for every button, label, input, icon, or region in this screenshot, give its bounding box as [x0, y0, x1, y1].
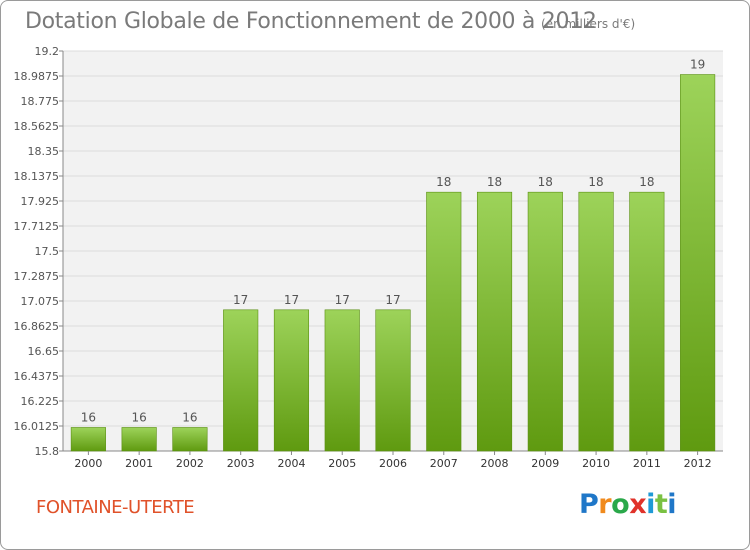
- data-label-2010: 18: [588, 175, 603, 189]
- bar-2012: [680, 74, 716, 452]
- bar-2002: [172, 427, 208, 452]
- y-tick-label: 17.925: [21, 195, 60, 208]
- logo-letter: o: [611, 489, 630, 520]
- y-tick-label: 15.8: [35, 445, 60, 458]
- y-tick-label: 16.65: [28, 345, 60, 358]
- logo-letter: x: [629, 489, 647, 520]
- data-label-2006: 17: [385, 293, 400, 307]
- x-tick-label-2011: 2011: [633, 457, 661, 470]
- bar-2005: [324, 309, 360, 452]
- data-label-2002: 16: [182, 410, 197, 424]
- y-tick-label: 16.4375: [14, 370, 60, 383]
- y-tick-label: 17.5: [35, 245, 60, 258]
- logo-letter: i: [646, 489, 655, 520]
- x-tick-label-2009: 2009: [531, 457, 559, 470]
- y-tick-label: 17.2875: [14, 270, 60, 283]
- x-tick-label-2000: 2000: [74, 457, 102, 470]
- data-label-2003: 17: [233, 293, 248, 307]
- x-tick-label-2005: 2005: [328, 457, 356, 470]
- x-tick-label-2004: 2004: [277, 457, 305, 470]
- y-tick-label: 17.075: [21, 295, 60, 308]
- data-label-2009: 18: [538, 175, 553, 189]
- data-label-2007: 18: [436, 175, 451, 189]
- bar-2007: [426, 191, 462, 452]
- chart-title: Dotation Globale de Fonctionnement de 20…: [25, 9, 597, 34]
- x-tick-label-2008: 2008: [481, 457, 509, 470]
- y-tick-label: 18.35: [28, 145, 60, 158]
- unit-note: (en milliers d'€): [541, 17, 636, 31]
- x-tick-label-2002: 2002: [176, 457, 204, 470]
- x-tick-label-2010: 2010: [582, 457, 610, 470]
- bar-2003: [223, 309, 259, 452]
- data-label-2008: 18: [487, 175, 502, 189]
- bar-2004: [273, 309, 310, 452]
- x-tick-label-2012: 2012: [684, 457, 712, 470]
- proxiti-logo: Proxiti: [579, 489, 677, 520]
- y-tick-label: 16.225: [21, 395, 60, 408]
- data-label-2004: 17: [284, 293, 299, 307]
- commune-name: FONTAINE-UTERTE: [36, 497, 195, 518]
- bar-2008: [476, 191, 513, 452]
- logo-letter: r: [598, 489, 612, 520]
- y-tick-label: 16.0125: [14, 420, 60, 433]
- bar-2009: [527, 191, 563, 452]
- logo-letter: t: [654, 489, 668, 520]
- x-tick-label-2007: 2007: [430, 457, 458, 470]
- bar-2000: [70, 427, 106, 452]
- data-label-2001: 16: [132, 410, 147, 424]
- y-tick-label: 16.8625: [14, 320, 60, 333]
- y-tick-label: 18.5625: [14, 120, 60, 133]
- y-tick-label: 18.775: [21, 95, 60, 108]
- logo-letter: P: [579, 489, 599, 520]
- data-label-2011: 18: [639, 175, 654, 189]
- x-tick-label-2006: 2006: [379, 457, 407, 470]
- y-tick-label: 18.1375: [14, 170, 60, 183]
- bar-2010: [578, 191, 614, 452]
- y-tick-label: 19.2: [35, 45, 60, 58]
- bar-2006: [375, 309, 411, 452]
- logo-letter: i: [667, 489, 677, 520]
- x-tick-label-2001: 2001: [125, 457, 153, 470]
- bar-2011: [629, 191, 665, 452]
- y-tick-label: 17.7125: [14, 220, 60, 233]
- data-label-2005: 17: [335, 293, 350, 307]
- data-label-2012: 19: [690, 58, 705, 72]
- x-tick-label-2003: 2003: [227, 457, 255, 470]
- y-tick-label: 18.9875: [14, 70, 60, 83]
- data-label-2000: 16: [81, 410, 96, 424]
- bar-2001: [121, 427, 157, 452]
